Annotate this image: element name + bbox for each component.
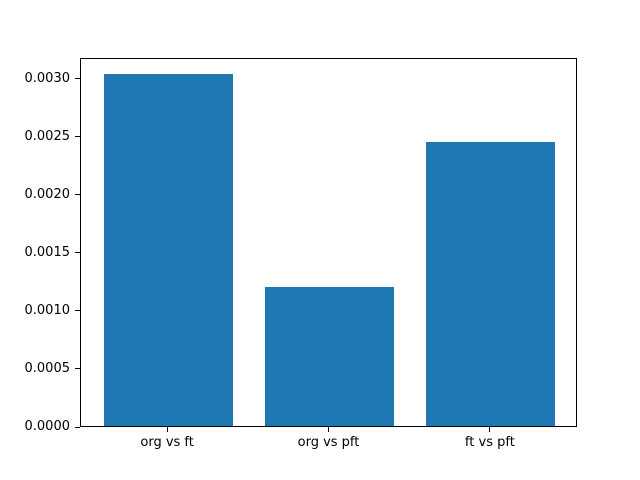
y-tick-mark xyxy=(75,310,80,312)
y-tick-label: 0.0015 xyxy=(24,244,71,260)
bar-org-vs-ft xyxy=(103,74,233,426)
y-tick-mark xyxy=(75,136,80,138)
x-tick-mark xyxy=(166,427,168,432)
y-tick-mark xyxy=(75,426,80,428)
y-tick-label: 0.0020 xyxy=(24,186,71,202)
y-tick-mark xyxy=(75,194,80,196)
x-tick-label: org vs ft xyxy=(140,435,194,450)
y-tick-label: 0.0005 xyxy=(24,360,71,376)
y-tick-mark xyxy=(75,78,80,80)
y-tick-label: 0.0030 xyxy=(24,70,71,86)
x-tick-mark xyxy=(489,427,491,432)
x-tick-mark xyxy=(328,427,329,432)
y-tick-mark xyxy=(75,368,80,370)
bar-org-vs-pft xyxy=(264,286,395,426)
x-tick-label: org vs pft xyxy=(297,435,360,450)
plot-axes xyxy=(80,58,577,427)
bar-ft-vs-pft xyxy=(426,141,556,426)
y-tick-label: 0.0010 xyxy=(24,302,71,318)
y-tick-label: 0.0025 xyxy=(24,128,71,144)
y-tick-label: 0.0000 xyxy=(24,419,71,434)
x-tick-label: ft vs pft xyxy=(464,435,515,450)
y-tick-mark xyxy=(75,252,80,254)
